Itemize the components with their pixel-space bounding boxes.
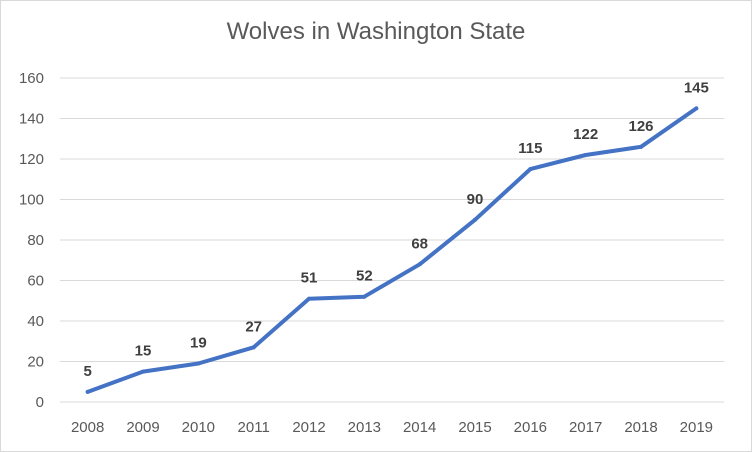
data-point [694, 106, 699, 111]
chart-title: Wolves in Washington State [226, 18, 526, 45]
x-tick-label: 2016 [514, 419, 547, 436]
data-label: 90 [467, 191, 484, 208]
data-label: 145 [684, 79, 709, 96]
y-tick-label: 160 [19, 70, 44, 87]
y-axis-ticks: 0 20 40 60 80 100 120 140 160 [19, 70, 44, 411]
x-tick-label: 2015 [458, 419, 491, 436]
x-tick-label: 2009 [126, 419, 159, 436]
data-label: 126 [628, 118, 653, 135]
x-tick-label: 2019 [680, 419, 713, 436]
data-point [639, 144, 643, 149]
series-group [85, 106, 699, 394]
data-label: 27 [245, 318, 262, 335]
y-tick-label: 80 [27, 232, 44, 249]
x-tick-label: 2010 [182, 419, 215, 436]
x-tick-label: 2018 [624, 419, 657, 436]
gridlines [60, 77, 724, 403]
data-label: 5 [83, 363, 91, 380]
data-point [141, 369, 145, 374]
x-axis-ticks: 2008 2009 2010 2011 2012 2013 2014 2015 2016 2017… [71, 419, 713, 436]
data-point [196, 361, 201, 366]
y-tick-label: 100 [19, 192, 44, 209]
data-point [362, 294, 367, 299]
x-tick-label: 2017 [569, 419, 602, 436]
data-label: 122 [573, 126, 598, 143]
data-labels: 5 15 19 27 51 52 68 90 115 122 126 145 [83, 79, 708, 380]
data-label: 19 [190, 335, 207, 352]
x-tick-label: 2011 [238, 419, 270, 436]
y-tick-label: 20 [27, 354, 44, 371]
data-label: 51 [301, 270, 318, 287]
data-point [583, 152, 588, 157]
data-label: 52 [356, 268, 373, 285]
data-point [251, 345, 256, 350]
data-point [528, 167, 533, 172]
series-line [85, 106, 699, 394]
y-tick-label: 40 [27, 313, 44, 330]
x-tick-label: 2014 [403, 419, 436, 436]
data-point [85, 389, 90, 394]
data-point [473, 217, 477, 222]
y-tick-label: 120 [19, 151, 44, 168]
x-tick-label: 2013 [348, 419, 381, 436]
data-point [307, 296, 311, 301]
x-tick-label: 2012 [292, 419, 325, 436]
y-tick-label: 60 [27, 273, 44, 290]
data-point [417, 262, 422, 267]
data-label: 15 [135, 343, 152, 360]
y-tick-label: 140 [19, 111, 44, 128]
x-tick-label: 2008 [71, 419, 104, 436]
data-label: 68 [411, 235, 428, 252]
data-label: 115 [518, 140, 542, 157]
y-tick-label: 0 [36, 394, 44, 411]
